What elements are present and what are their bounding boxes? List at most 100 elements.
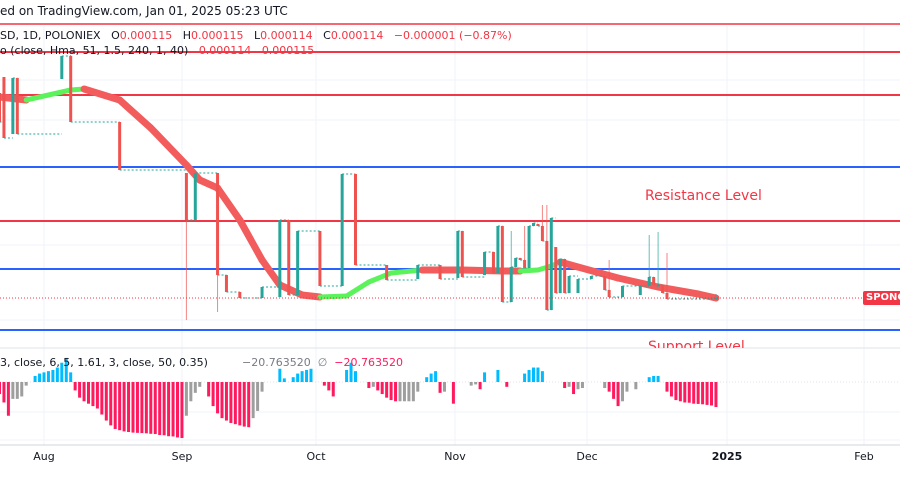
histogram-bar — [322, 382, 326, 386]
candle-body — [287, 220, 291, 295]
candle-body — [318, 231, 322, 286]
indicator-params: o (close, Hma, 51, 1.5, 240, 1, 40) — [0, 44, 189, 57]
candle-body — [496, 226, 500, 273]
histogram-bar — [714, 382, 718, 408]
histogram-bar — [678, 382, 682, 402]
histogram-bar — [251, 382, 255, 419]
histogram-bar — [603, 382, 607, 389]
histogram-bar — [331, 382, 335, 397]
candle-body — [652, 277, 656, 285]
histogram-bar — [576, 382, 580, 390]
histogram-bar — [523, 373, 527, 382]
candle-body — [514, 258, 518, 267]
histogram-bar — [113, 382, 117, 429]
histogram-bar — [296, 373, 300, 382]
support-level-label[interactable]: Support Level — [648, 339, 745, 348]
hull-segment — [517, 267, 541, 274]
histogram-bar — [527, 369, 531, 382]
oscillator-values: −20.763520 ∅ −20.763520 — [242, 356, 403, 369]
histogram-bar — [51, 369, 55, 382]
histogram-bar — [6, 382, 10, 416]
axis-label-sep: Sep — [171, 450, 193, 463]
axis-label-feb: Feb — [854, 450, 874, 463]
candle-body — [69, 56, 73, 122]
histogram-bar — [683, 382, 687, 403]
candle-body — [576, 279, 580, 293]
axis-label-nov: Nov — [444, 450, 466, 463]
histogram-bar — [625, 382, 629, 392]
histogram-bar — [109, 382, 113, 426]
oscillator-legend[interactable]: 3, close, 6, 5, 1.61, 3, close, 50, 0.35… — [0, 356, 208, 369]
candle-body — [523, 260, 527, 268]
candle-body — [536, 224, 540, 226]
histogram-bar — [563, 382, 567, 389]
histogram-bar — [140, 382, 144, 434]
hull-segment — [614, 274, 662, 291]
candle-body — [193, 173, 197, 220]
low-label: L — [254, 29, 261, 42]
histogram-bar — [42, 372, 46, 382]
candle-body — [607, 290, 611, 297]
hull-segment — [344, 279, 372, 299]
indicator-legend[interactable]: o (close, Hma, 51, 1.5, 240, 1, 40) 0.00… — [0, 44, 314, 57]
candle-body — [509, 267, 513, 302]
histogram-bar — [78, 382, 82, 398]
histogram-bar — [87, 382, 90, 404]
candle-body — [460, 231, 464, 277]
histogram-bar — [184, 382, 188, 416]
histogram-bar — [171, 382, 175, 437]
candle-body — [656, 285, 660, 287]
candle-body — [491, 252, 495, 273]
change-value: −0.000001 (−0.87%) — [393, 29, 512, 42]
histogram-bar — [278, 368, 282, 382]
axis-label-aug: Aug — [33, 450, 55, 463]
candle-body — [0, 93, 1, 122]
oscillator-value-2: −20.763520 — [334, 356, 403, 369]
candle-body — [540, 226, 544, 241]
histogram-bar — [180, 382, 184, 439]
resistance-level-label[interactable]: Resistance Level — [645, 188, 762, 204]
hull-ribbon — [0, 85, 720, 302]
candle-body — [216, 173, 220, 275]
histogram-bar — [233, 382, 237, 425]
close-label: C — [323, 29, 331, 42]
histogram-bar — [402, 382, 406, 402]
histogram-bar — [345, 369, 349, 382]
oscillator-value-1: −20.763520 — [242, 356, 311, 369]
hull-segment — [214, 184, 244, 224]
candle-body — [184, 173, 188, 220]
support-label-clip: Support Level — [0, 335, 900, 348]
histogram-bar — [389, 382, 393, 401]
histogram-bar — [247, 382, 251, 428]
histogram-bar — [291, 377, 295, 382]
last-price-tag: SPONG — [863, 291, 900, 305]
histogram-bar — [216, 382, 220, 414]
histogram-bar — [55, 367, 59, 382]
histogram-bar — [38, 373, 42, 382]
histogram-bar — [692, 382, 696, 404]
histogram-bar — [572, 382, 576, 395]
histogram-bar — [127, 382, 131, 432]
hull-segment — [317, 293, 350, 300]
histogram-bar — [193, 382, 197, 393]
histogram-bar — [144, 382, 148, 434]
candle-body — [665, 293, 669, 299]
histogram-bar — [483, 372, 487, 382]
histogram-bar — [416, 382, 420, 392]
histogram-bar — [153, 382, 157, 435]
symbol-info[interactable]: SD, 1D, POLONIEX — [0, 29, 101, 42]
histogram-bar — [429, 373, 433, 382]
histogram-bar — [674, 382, 678, 401]
histogram-bar — [282, 378, 286, 382]
candle-body — [518, 258, 522, 260]
histogram-bar — [260, 382, 264, 392]
published-caption: ed on TradingView.com, Jan 01, 2025 05:2… — [0, 4, 288, 18]
histogram-bar — [354, 371, 357, 382]
histogram-bar — [687, 382, 691, 403]
histogram-bar — [242, 382, 246, 427]
candle-body — [15, 78, 19, 134]
histogram-bar — [69, 372, 73, 382]
histogram-bar — [438, 382, 442, 393]
axis-label-2025: 2025 — [711, 450, 743, 463]
